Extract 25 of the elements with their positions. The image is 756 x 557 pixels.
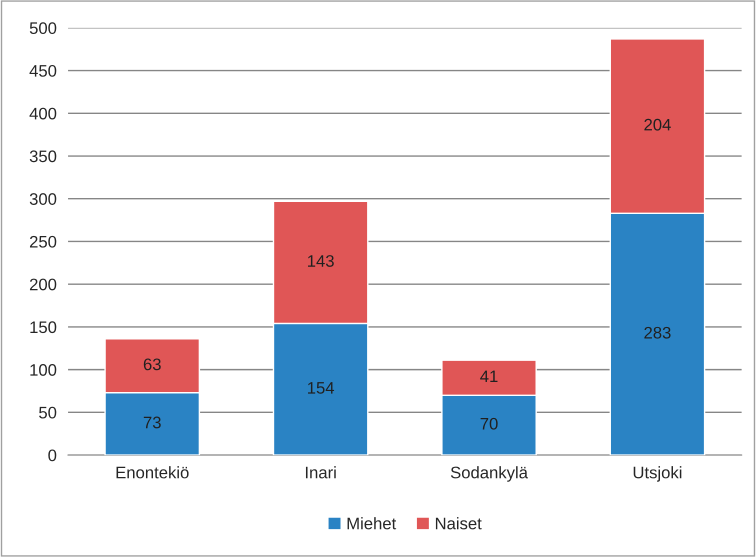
y-tick-label: 200 [30,278,56,290]
legend-label: Naiset [436,517,482,530]
data-label: 143 [308,255,334,267]
y-tick-label: 50 [39,406,56,419]
y-tick-label: 100 [30,364,56,376]
y-tick-label: 0 [48,449,56,462]
y-tick-label: 300 [30,193,56,205]
legend-label: Miehet [348,517,396,530]
x-tick-label: Enontekiö [116,466,189,478]
data-label: 283 [644,326,671,339]
data-label: 63 [144,358,161,370]
data-label: 204 [644,118,671,131]
y-tick-label: 450 [30,64,56,77]
y-tick-label: 250 [30,236,56,248]
y-tick-label: 500 [30,22,56,34]
x-tick-label: Utsjoki [634,466,682,482]
x-tick-label: Inari [306,466,336,478]
data-label: 154 [308,382,334,394]
data-label: 41 [480,370,498,382]
data-label: 73 [144,416,161,428]
x-tick-label: Sodankylä [450,466,528,482]
y-tick-label: 350 [30,150,56,162]
y-tick-label: 150 [30,321,56,334]
y-tick-label: 400 [30,108,56,120]
data-label: 70 [480,418,498,430]
